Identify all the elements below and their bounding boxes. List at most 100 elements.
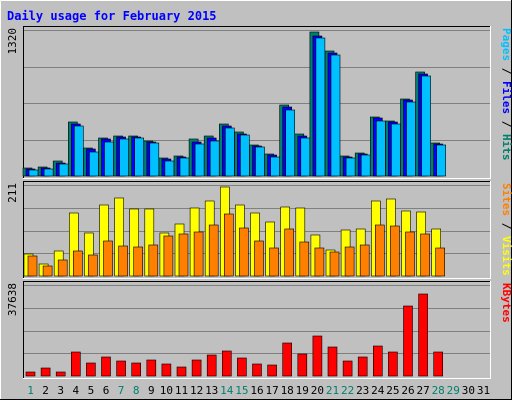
bar-kbytes-day-22 xyxy=(342,360,353,377)
bar-sites-day-26 xyxy=(405,231,415,277)
bar-sites-day-20 xyxy=(314,247,325,277)
bar-sites-day-19 xyxy=(299,241,310,277)
bar-pages-day-5 xyxy=(89,151,99,177)
bar-sites-day-2 xyxy=(42,265,53,277)
bar-sites-day-27 xyxy=(420,233,430,277)
bar-kbytes-day-12 xyxy=(191,359,202,377)
bar-sites-day-9 xyxy=(148,244,159,277)
legend-entry: Pages xyxy=(500,28,512,61)
panel-max-label: 37638 xyxy=(6,283,19,316)
day-label-23: 23 xyxy=(356,384,369,397)
bar-sites-day-17 xyxy=(269,247,279,277)
legend-entry: / xyxy=(500,61,512,81)
bar-pages-day-23 xyxy=(360,154,371,177)
bar-kbytes-day-19 xyxy=(297,353,308,377)
bar-pages-day-3 xyxy=(58,163,69,177)
day-label-27: 27 xyxy=(416,384,429,397)
bar-sites-day-1 xyxy=(27,255,38,277)
bar-sites-day-3 xyxy=(57,259,68,277)
bar-kbytes-day-13 xyxy=(206,354,217,377)
bar-kbytes-day-4 xyxy=(71,351,81,377)
bar-pages-day-16 xyxy=(255,146,265,177)
bar-pages-day-17 xyxy=(270,156,280,177)
legend-entry: Files xyxy=(500,81,512,114)
bar-sites-day-18 xyxy=(284,228,295,277)
bar-kbytes-day-25 xyxy=(388,351,398,377)
bar-sites-day-28 xyxy=(435,247,446,277)
bar-pages-day-25 xyxy=(391,123,401,177)
day-label-2: 2 xyxy=(42,384,49,397)
bar-pages-day-21 xyxy=(330,54,341,177)
bar-pages-day-1 xyxy=(28,169,39,177)
bar-kbytes-day-6 xyxy=(101,356,111,377)
bar-pages-day-22 xyxy=(345,157,356,177)
bar-kbytes-day-1 xyxy=(25,371,36,377)
bar-pages-day-24 xyxy=(375,120,386,177)
bar-pages-day-13 xyxy=(209,140,220,177)
day-label-21: 21 xyxy=(326,384,339,397)
hits-panel: 1320 Pages / Files / Hits xyxy=(6,26,512,179)
legend-entry: / xyxy=(500,114,512,134)
bar-pages-day-4 xyxy=(74,125,84,177)
day-label-31: 31 xyxy=(477,384,490,397)
bar-kbytes-day-27 xyxy=(418,293,428,377)
bar-kbytes-day-21 xyxy=(327,346,338,377)
day-label-12: 12 xyxy=(190,384,203,397)
bar-kbytes-day-5 xyxy=(86,362,96,377)
bar-kbytes-day-26 xyxy=(403,305,413,377)
bar-kbytes-day-18 xyxy=(282,342,293,377)
day-label-4: 4 xyxy=(72,384,79,397)
bar-kbytes-day-20 xyxy=(312,335,323,377)
visits-panel: 211 Sites / Visits xyxy=(6,181,512,279)
day-label-22: 22 xyxy=(341,384,354,397)
legend-entry: Sites xyxy=(500,183,512,216)
day-label-28: 28 xyxy=(432,384,445,397)
day-label-7: 7 xyxy=(118,384,125,397)
bar-kbytes-day-24 xyxy=(372,345,383,377)
legend-entry: Visits xyxy=(500,236,512,276)
bar-sites-day-5 xyxy=(88,254,98,277)
bar-pages-day-11 xyxy=(179,157,190,177)
bar-kbytes-day-7 xyxy=(116,360,126,377)
bar-kbytes-day-28 xyxy=(433,351,444,377)
bar-sites-day-14 xyxy=(224,213,234,277)
bar-pages-day-2 xyxy=(43,168,54,177)
bar-sites-day-25 xyxy=(390,225,400,277)
day-label-6: 6 xyxy=(103,384,110,397)
day-label-15: 15 xyxy=(235,384,248,397)
bar-kbytes-day-16 xyxy=(252,363,262,377)
day-label-5: 5 xyxy=(88,384,95,397)
bar-pages-day-28 xyxy=(436,144,447,177)
panel-max-label: 211 xyxy=(6,183,19,203)
bar-sites-day-24 xyxy=(374,224,385,277)
day-label-3: 3 xyxy=(57,384,64,397)
bar-pages-day-8 xyxy=(134,137,144,177)
bar-kbytes-day-15 xyxy=(237,357,247,377)
bar-pages-day-14 xyxy=(225,127,235,177)
bar-kbytes-day-9 xyxy=(146,359,157,377)
bar-sites-day-8 xyxy=(133,246,143,277)
bar-kbytes-day-10 xyxy=(161,363,172,377)
day-label-19: 19 xyxy=(296,384,309,397)
bar-pages-day-6 xyxy=(104,141,114,177)
day-label-25: 25 xyxy=(386,384,399,397)
kbytes-panel: 37638 KBytes xyxy=(6,281,512,379)
day-label-18: 18 xyxy=(281,384,294,397)
bar-sites-day-15 xyxy=(239,227,249,277)
bar-kbytes-day-14 xyxy=(222,350,232,377)
bar-pages-day-27 xyxy=(421,75,431,177)
panel-side-legend: Pages / Files / Hits xyxy=(500,28,512,161)
bar-kbytes-day-23 xyxy=(357,356,368,377)
bar-pages-day-12 xyxy=(194,143,205,177)
bar-sites-day-23 xyxy=(359,244,370,277)
bar-sites-day-16 xyxy=(254,240,264,277)
day-labels: 1 2 3 4 5 6 7 8 9 10 11 12 13 14 15 16 17 18 19 20 21 22 23 24 2… xyxy=(27,384,490,397)
day-label-29: 29 xyxy=(447,384,460,397)
day-label-17: 17 xyxy=(265,384,278,397)
bar-sites-day-6 xyxy=(103,240,113,277)
day-label-26: 26 xyxy=(401,384,414,397)
bar-sites-day-22 xyxy=(344,246,355,277)
day-label-1: 1 xyxy=(27,384,34,397)
bar-pages-day-18 xyxy=(285,109,296,177)
bars xyxy=(25,293,444,377)
